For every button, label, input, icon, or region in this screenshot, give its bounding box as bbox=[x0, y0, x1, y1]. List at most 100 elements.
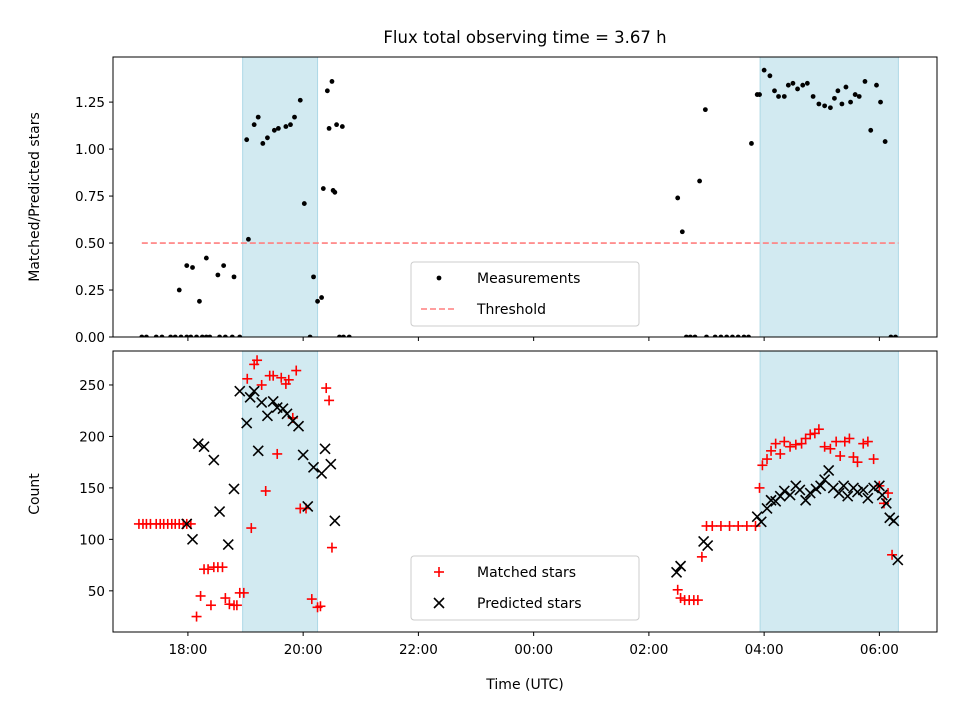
matched-star-point bbox=[796, 438, 807, 449]
bottom-y-axis-label: Count bbox=[27, 473, 43, 515]
x-tick-label: 22:00 bbox=[399, 642, 438, 658]
measurement-point bbox=[168, 334, 174, 337]
predicted-star-b bbox=[838, 480, 850, 492]
top-shaded-interval-1 bbox=[759, 57, 899, 337]
x-tick-label: 20:00 bbox=[284, 642, 323, 658]
measurement-point bbox=[334, 122, 339, 128]
measurement-point bbox=[190, 265, 195, 270]
predicted-star-point bbox=[778, 485, 790, 497]
predicted-star-b bbox=[192, 438, 204, 450]
legend-predicted-b bbox=[433, 597, 445, 609]
matched-star-point bbox=[835, 450, 846, 461]
measurement-point bbox=[311, 274, 316, 280]
bottom-plot-area bbox=[133, 351, 904, 632]
matched-star-point bbox=[224, 599, 235, 610]
predicted-star-b bbox=[267, 395, 279, 408]
measurement-point bbox=[221, 263, 227, 268]
predicted-star-b bbox=[892, 554, 904, 566]
measurement-point bbox=[757, 92, 762, 97]
measurement-point bbox=[800, 82, 806, 88]
predicted-star-b bbox=[800, 494, 812, 506]
top-y-tick-label: 0.75 bbox=[75, 189, 105, 205]
measurement-point bbox=[153, 334, 159, 337]
top-panel: 0.00 0.25 0.50 0.75 1.00 1.25 Measurements Thre… bbox=[75, 56, 938, 346]
measurement-point bbox=[810, 94, 816, 99]
x-axis-label: Time (UTC) bbox=[485, 677, 563, 693]
matched-star-point bbox=[291, 365, 302, 376]
measurement-point bbox=[702, 107, 708, 113]
predicted-star-b bbox=[765, 494, 777, 506]
top-legend-box bbox=[410, 261, 640, 327]
measurement-point bbox=[203, 255, 209, 261]
measurement-point bbox=[288, 122, 293, 128]
measurement-point bbox=[237, 334, 243, 337]
predicted-star-b bbox=[675, 560, 687, 572]
top-y-tick-label: 0.50 bbox=[75, 236, 105, 252]
predicted-star-point bbox=[316, 467, 328, 480]
matched-star-point bbox=[324, 395, 335, 406]
matched-star-point bbox=[848, 452, 859, 463]
predicted-star-b bbox=[222, 538, 234, 551]
measurement-point bbox=[816, 101, 822, 107]
top-shaded-interval-0 bbox=[242, 57, 319, 337]
bottom-legend: Matched stars Predicted stars bbox=[410, 555, 640, 621]
measurement-point bbox=[271, 127, 277, 133]
predicted-star-b bbox=[316, 467, 328, 480]
measurement-point bbox=[207, 334, 213, 337]
measurement-point bbox=[222, 334, 228, 337]
top-y-tick-label: 0.25 bbox=[75, 283, 105, 299]
measurement-point bbox=[246, 236, 251, 242]
top-y-tick-label: 1.25 bbox=[75, 95, 105, 111]
predicted-star-point bbox=[670, 566, 683, 578]
measurement-point bbox=[215, 272, 221, 278]
top-y-tick-label: 1.00 bbox=[75, 142, 105, 158]
bottom-axes-frame bbox=[112, 350, 938, 633]
measurement-point bbox=[761, 67, 767, 73]
measurement-point bbox=[697, 178, 702, 184]
measurement-point bbox=[827, 105, 833, 111]
predicted-star-point bbox=[214, 506, 226, 518]
measurement-point bbox=[244, 137, 250, 143]
top-y-tick-label: 0.00 bbox=[75, 330, 105, 346]
measurement-point bbox=[683, 334, 689, 337]
matched-star-point bbox=[805, 429, 816, 440]
matched-star-point bbox=[770, 438, 781, 449]
predicted-star-b bbox=[198, 441, 210, 453]
matched-star-point bbox=[696, 551, 707, 562]
measurement-point bbox=[172, 334, 178, 337]
predicted-star-point bbox=[784, 489, 796, 501]
x-tick-label: 18:00 bbox=[168, 642, 207, 658]
measurement-point bbox=[746, 334, 751, 337]
bottom-panel: 50 100 150 200 250 18:00 20:00 22:00 00:00 02:00 0… bbox=[79, 350, 938, 658]
matched-star-point bbox=[283, 374, 294, 385]
predicted-star-point bbox=[244, 391, 256, 403]
matched-star-point bbox=[707, 520, 718, 531]
bottom-shaded-interval-0 bbox=[242, 351, 319, 632]
measurement-point bbox=[199, 334, 205, 337]
measurement-point bbox=[785, 82, 791, 88]
measurement-point bbox=[832, 95, 837, 101]
x-tick-label: 02:00 bbox=[629, 642, 668, 658]
measurement-point bbox=[229, 334, 235, 337]
predicted-star-b bbox=[794, 484, 806, 496]
matched-star-point bbox=[231, 600, 242, 611]
measurement-point bbox=[878, 99, 883, 105]
bottom-y-tick-label: 250 bbox=[79, 378, 105, 394]
measurement-point bbox=[319, 295, 324, 300]
predicted-star-point bbox=[241, 417, 253, 429]
x-tick-label: 04:00 bbox=[745, 642, 784, 658]
predicted-star-point bbox=[302, 500, 314, 512]
predicted-star-b bbox=[819, 474, 831, 486]
predicted-star-point bbox=[800, 494, 812, 506]
top-axes-frame bbox=[112, 56, 938, 338]
predicted-star-point bbox=[325, 458, 337, 470]
matched-star-point bbox=[825, 443, 836, 454]
matched-star-point bbox=[260, 485, 271, 496]
chart-title: Flux total observing time = 3.67 h bbox=[383, 28, 666, 47]
predicted-star-b bbox=[287, 415, 299, 427]
matched-star-point bbox=[790, 439, 801, 450]
measurement-point bbox=[776, 94, 781, 99]
predicted-star-b bbox=[281, 408, 293, 420]
measurement-point bbox=[217, 334, 223, 337]
